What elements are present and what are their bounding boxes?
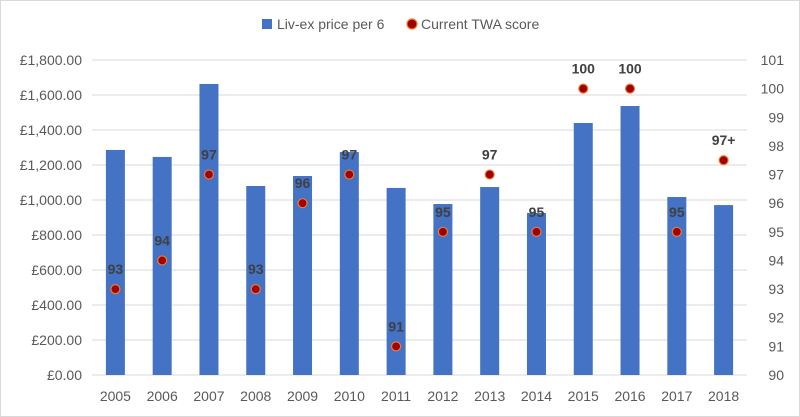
left-tick-label: £200.00	[31, 332, 82, 348]
x-tick-label: 2014	[521, 388, 552, 404]
right-tick-label: 93	[768, 281, 784, 297]
bar-2018	[714, 205, 734, 375]
x-tick-label: 2011	[381, 388, 411, 404]
right-tick-label: 90	[768, 367, 784, 383]
x-tick-label: 2016	[614, 388, 645, 404]
legend: Liv-ex price per 6 Current TWA score	[262, 16, 539, 32]
data-label: 97+	[712, 132, 736, 148]
legend-bar-label: Liv-ex price per 6	[277, 16, 385, 32]
left-tick-label: £1,000.00	[20, 192, 82, 208]
points	[110, 83, 729, 352]
right-tick-label: 92	[768, 310, 784, 326]
right-tick-label: 96	[768, 195, 784, 211]
bar-2012	[433, 204, 453, 375]
data-label: 100	[618, 61, 642, 77]
point-2006	[157, 255, 168, 266]
gridlines	[92, 59, 747, 376]
x-tick-label: 2013	[474, 388, 505, 404]
point-2009	[297, 198, 308, 209]
point-2015	[578, 83, 589, 94]
bar-2005	[105, 149, 125, 375]
bar-2017	[667, 197, 687, 375]
right-tick-label: 99	[768, 109, 784, 125]
left-tick-label: £600.00	[31, 262, 82, 278]
point-2013	[484, 169, 495, 180]
left-tick-label: £1,200.00	[20, 157, 82, 173]
point-2017	[671, 226, 682, 237]
left-axis-ticks: £0.00 £200.00 £400.00 £600.00 £800.00 £1,000.…	[20, 52, 83, 383]
right-tick-label: 101	[761, 52, 785, 68]
right-tick-label: 95	[768, 224, 784, 240]
x-tick-label: 2018	[708, 388, 739, 404]
bar-2008	[246, 186, 266, 375]
x-tick-label: 2007	[193, 388, 224, 404]
left-tick-label: £1,600.00	[20, 87, 82, 103]
bar-2009	[293, 176, 313, 375]
right-tick-label: 100	[761, 81, 785, 97]
x-axis-ticks: 2005 2006 2007 2008 2009 2010 2011 2012 2013 2014…	[100, 388, 740, 404]
data-labels: 93 94 97 93 96 97 91 95 97 95 100 100 95 97+	[108, 61, 736, 335]
right-tick-label: 97	[768, 167, 784, 183]
left-tick-label: £800.00	[31, 227, 82, 243]
legend-bar-swatch	[262, 19, 272, 29]
point-2016	[624, 83, 636, 94]
x-tick-label: 2012	[427, 388, 458, 404]
point-2008	[250, 283, 261, 295]
data-label: 96	[295, 175, 311, 191]
point-2014	[531, 226, 542, 237]
right-tick-label: 94	[768, 252, 784, 268]
left-tick-label: £400.00	[31, 297, 82, 313]
bars	[105, 83, 734, 376]
legend-point-swatch	[406, 18, 418, 30]
x-tick-label: 2017	[661, 388, 692, 404]
x-tick-label: 2008	[240, 388, 271, 404]
point-2007	[203, 169, 215, 180]
data-label: 94	[154, 232, 170, 248]
point-2011	[391, 341, 402, 352]
x-tick-label: 2009	[287, 388, 318, 404]
legend-point-label: Current TWA score	[421, 16, 539, 32]
x-tick-label: 2006	[147, 388, 178, 404]
bar-2010	[339, 152, 359, 375]
data-label: 97	[482, 147, 498, 163]
bar-2015	[573, 123, 593, 375]
bar-2006	[152, 156, 172, 375]
point-2010	[344, 169, 355, 180]
left-tick-label: £1,400.00	[20, 122, 82, 138]
data-label: 93	[108, 261, 124, 277]
data-label: 95	[529, 204, 545, 220]
x-tick-label: 2005	[100, 388, 131, 404]
data-label: 93	[248, 261, 264, 277]
data-label: 91	[388, 318, 404, 334]
left-tick-label: £1,800.00	[20, 52, 82, 68]
x-tick-label: 2010	[334, 388, 365, 404]
bar-2011	[386, 187, 406, 375]
point-2005	[110, 283, 121, 295]
data-label: 97	[342, 147, 358, 163]
bar-2007	[199, 83, 219, 375]
point-2018	[718, 155, 729, 166]
bar-2016	[620, 106, 640, 376]
left-tick-label: £0.00	[47, 367, 82, 383]
data-label: 100	[572, 61, 596, 77]
data-label: 97	[201, 147, 217, 163]
point-2012	[437, 226, 448, 237]
bar-2013	[480, 187, 500, 375]
data-label: 95	[669, 204, 685, 220]
data-label: 95	[435, 204, 451, 220]
right-axis-ticks: 90 91 92 93 94 95 96 97 98 99 100 101	[761, 52, 785, 383]
bar-2014	[526, 212, 546, 375]
right-tick-label: 91	[768, 338, 784, 354]
right-tick-label: 98	[768, 138, 784, 154]
x-tick-label: 2015	[568, 388, 599, 404]
